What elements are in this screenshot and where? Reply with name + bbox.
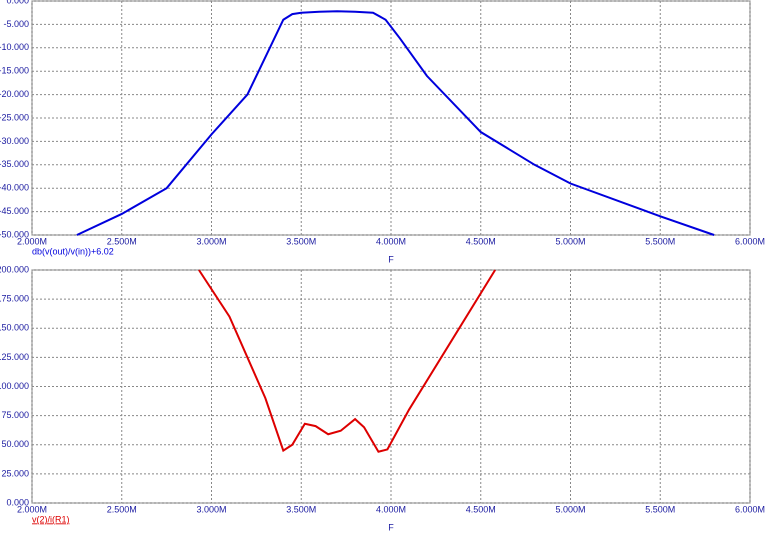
x-tick-label: 3.000M	[196, 504, 226, 514]
x-tick-label: 3.000M	[196, 236, 226, 246]
y-tick-label: -50.000	[0, 229, 29, 239]
y-tick-label: 175.000	[0, 294, 29, 304]
y-tick-label: -10.000	[0, 42, 29, 52]
x-tick-label: 4.500M	[466, 504, 496, 514]
x-tick-label: 4.000M	[376, 236, 406, 246]
x-tick-label: 2.500M	[107, 504, 137, 514]
y-tick-label: 25.000	[1, 468, 29, 478]
y-tick-label: -5.000	[3, 19, 29, 29]
series-line	[76, 10, 715, 236]
x-tick-label: 5.500M	[645, 504, 675, 514]
x-tick-label: 2.000M	[17, 504, 47, 514]
y-tick-label: 0.000	[6, 497, 29, 507]
y-tick-label: 200.000	[0, 264, 29, 274]
x-tick-label: 6.000M	[735, 504, 765, 514]
y-tick-label: -45.000	[0, 206, 29, 216]
x-axis-label: F	[388, 254, 394, 264]
legend-label: db(v(out)/v(in))+6.02	[32, 246, 114, 256]
y-tick-label: 0.000	[6, 0, 29, 5]
y-tick-label: -20.000	[0, 89, 29, 99]
y-tick-label: -30.000	[0, 136, 29, 146]
y-tick-label: -40.000	[0, 183, 29, 193]
y-tick-label: 100.000	[0, 381, 29, 391]
x-tick-label: 5.000M	[555, 236, 585, 246]
legend-label: v(2)/i(R1)	[32, 514, 70, 524]
x-tick-label: 2.500M	[107, 236, 137, 246]
x-tick-label: 6.000M	[735, 236, 765, 246]
series-line	[198, 269, 496, 453]
x-tick-label: 3.500M	[286, 504, 316, 514]
x-tick-label: 2.000M	[17, 236, 47, 246]
y-tick-label: 75.000	[1, 410, 29, 420]
x-tick-label: 4.500M	[466, 236, 496, 246]
y-tick-label: 50.000	[1, 439, 29, 449]
y-tick-label: 150.000	[0, 323, 29, 333]
y-tick-label: -25.000	[0, 112, 29, 122]
y-tick-label: 125.000	[0, 352, 29, 362]
x-tick-label: 5.000M	[555, 504, 585, 514]
x-tick-label: 5.500M	[645, 236, 675, 246]
y-tick-label: -35.000	[0, 159, 29, 169]
x-tick-label: 3.500M	[286, 236, 316, 246]
x-axis-label: F	[388, 522, 394, 532]
x-tick-label: 4.000M	[376, 504, 406, 514]
y-tick-label: -15.000	[0, 66, 29, 76]
